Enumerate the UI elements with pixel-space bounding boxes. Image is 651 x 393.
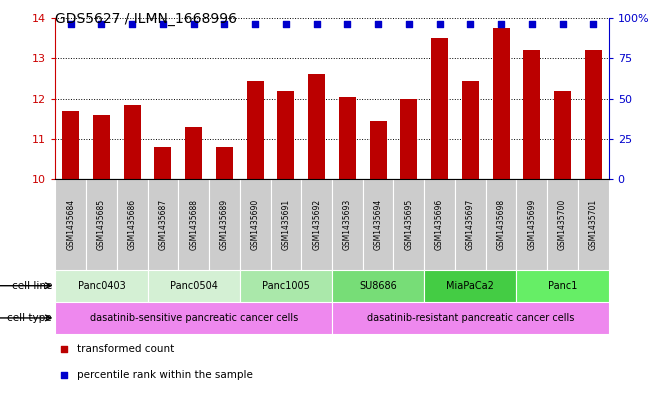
Point [311, 21, 322, 27]
Bar [339, 97, 356, 179]
Bar [186, 127, 202, 179]
Bar [486, 179, 516, 270]
Text: GSM1435690: GSM1435690 [251, 199, 260, 250]
Text: SU8686: SU8686 [359, 281, 397, 291]
Point [373, 21, 383, 27]
Bar [240, 179, 271, 270]
Text: Panc1: Panc1 [548, 281, 577, 291]
Text: GSM1435695: GSM1435695 [404, 199, 413, 250]
Text: transformed count: transformed count [77, 344, 174, 354]
Point [527, 21, 537, 27]
Point [434, 21, 445, 27]
Bar [178, 179, 209, 270]
Text: GSM1435684: GSM1435684 [66, 199, 76, 250]
Bar [455, 179, 486, 270]
Text: GSM1435689: GSM1435689 [220, 199, 229, 250]
Bar [55, 179, 86, 270]
Point [96, 21, 107, 27]
Text: GSM1435692: GSM1435692 [312, 199, 321, 250]
Bar [62, 111, 79, 179]
Text: GSM1435698: GSM1435698 [497, 199, 506, 250]
Text: GSM1435697: GSM1435697 [466, 199, 475, 250]
Text: GSM1435699: GSM1435699 [527, 199, 536, 250]
Bar [216, 147, 233, 179]
Bar [424, 179, 455, 270]
Text: GSM1435700: GSM1435700 [558, 199, 567, 250]
Point [59, 346, 69, 353]
Text: GSM1435688: GSM1435688 [189, 199, 198, 250]
Point [66, 21, 76, 27]
Text: GSM1435694: GSM1435694 [374, 199, 383, 250]
Bar [332, 179, 363, 270]
Point [219, 21, 230, 27]
Bar [332, 302, 609, 334]
Bar [148, 179, 178, 270]
Text: Panc1005: Panc1005 [262, 281, 310, 291]
Bar [547, 179, 578, 270]
Text: GSM1435693: GSM1435693 [343, 199, 352, 250]
Text: GSM1435687: GSM1435687 [158, 199, 167, 250]
Point [250, 21, 260, 27]
Text: dasatinib-resistant pancreatic cancer cells: dasatinib-resistant pancreatic cancer ce… [367, 313, 574, 323]
Bar [117, 179, 148, 270]
Text: GSM1435691: GSM1435691 [281, 199, 290, 250]
Text: Panc0403: Panc0403 [77, 281, 126, 291]
Point [496, 21, 506, 27]
Bar [93, 115, 110, 179]
Bar [86, 179, 117, 270]
Point [404, 21, 414, 27]
Bar [55, 270, 148, 302]
Bar [516, 179, 547, 270]
Text: GSM1435685: GSM1435685 [97, 199, 106, 250]
Bar [124, 105, 141, 179]
Bar [585, 50, 602, 179]
Bar [308, 75, 325, 179]
Point [465, 21, 475, 27]
Bar [55, 302, 332, 334]
Bar [240, 270, 332, 302]
Text: Panc0504: Panc0504 [170, 281, 217, 291]
Bar [462, 81, 478, 179]
Bar [493, 28, 510, 179]
Bar [247, 81, 264, 179]
Point [281, 21, 291, 27]
Point [557, 21, 568, 27]
Bar [363, 179, 393, 270]
Bar [523, 50, 540, 179]
Point [342, 21, 353, 27]
Bar [578, 179, 609, 270]
Text: MiaPaCa2: MiaPaCa2 [447, 281, 494, 291]
Bar [400, 99, 417, 179]
Point [127, 21, 137, 27]
Point [59, 372, 69, 378]
Point [189, 21, 199, 27]
Bar [271, 179, 301, 270]
Point [588, 21, 598, 27]
Bar [277, 91, 294, 179]
Bar [148, 270, 240, 302]
Text: GSM1435701: GSM1435701 [589, 199, 598, 250]
Text: dasatinib-sensitive pancreatic cancer cells: dasatinib-sensitive pancreatic cancer ce… [90, 313, 298, 323]
Text: GSM1435696: GSM1435696 [435, 199, 444, 250]
Bar [301, 179, 332, 270]
Bar [209, 179, 240, 270]
Text: GDS5627 / ILMN_1668996: GDS5627 / ILMN_1668996 [55, 12, 238, 26]
Text: percentile rank within the sample: percentile rank within the sample [77, 370, 253, 380]
Point [158, 21, 168, 27]
Bar [554, 91, 571, 179]
Bar [516, 270, 609, 302]
Text: GSM1435686: GSM1435686 [128, 199, 137, 250]
Bar [424, 270, 516, 302]
Bar [431, 38, 448, 179]
Text: cell type: cell type [7, 313, 52, 323]
Bar [154, 147, 171, 179]
Text: cell line: cell line [12, 281, 52, 291]
Bar [393, 179, 424, 270]
Bar [370, 121, 387, 179]
Bar [332, 270, 424, 302]
